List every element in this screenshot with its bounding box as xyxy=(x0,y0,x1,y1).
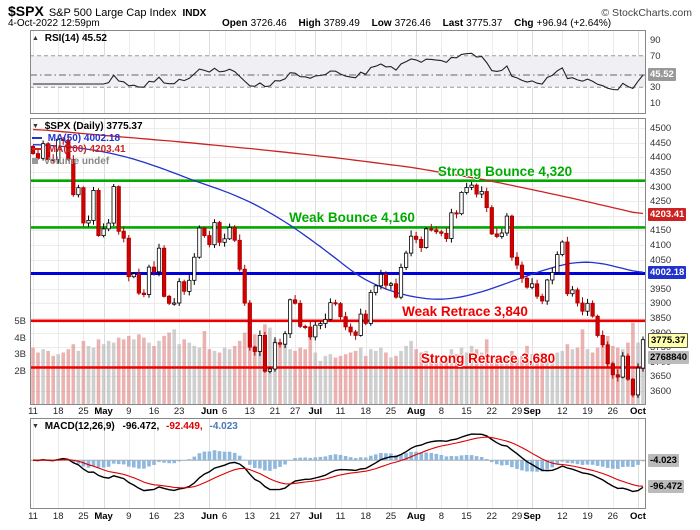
ma200-legend-label: MA(200) 4203.41 xyxy=(47,144,126,155)
macd-signal-value: -92.449, xyxy=(166,421,203,432)
volume-series xyxy=(31,322,645,404)
rsi-legend-label: RSI(14) 45.52 xyxy=(44,33,107,44)
collapse-macd-icon[interactable]: ▼ xyxy=(32,423,39,430)
chg-value: +96.94 (+2.64%) xyxy=(536,18,612,29)
macd-hist-value: -4.023 xyxy=(209,421,238,432)
rsi-indicator xyxy=(30,52,646,91)
panel-borders xyxy=(30,30,646,509)
ma50-legend-swatch xyxy=(32,136,42,139)
ma200-legend-swatch xyxy=(32,148,42,151)
last-label: Last xyxy=(442,18,464,29)
ma200-line xyxy=(32,128,644,215)
open-value: 3726.46 xyxy=(250,18,287,29)
last-value: 3775.37 xyxy=(466,18,503,29)
grid xyxy=(30,30,646,508)
exchange: INDX xyxy=(182,8,207,19)
high-value: 3789.49 xyxy=(323,18,360,29)
symbol-legend-label: $SPX (Daily) 3775.37 xyxy=(44,121,143,132)
symbol-name: S&P 500 Large Cap Index xyxy=(48,7,177,19)
support-resistance-lines xyxy=(30,179,646,369)
stockcharts-credit: © StockCharts.com xyxy=(601,7,692,19)
ohlc-quote: Open 3726.46 High 3789.49 Low 3726.46 Last 3… xyxy=(222,18,611,29)
macd-line-value: -96.472, xyxy=(122,421,160,432)
symbol: $SPX xyxy=(8,3,44,19)
macd-legend: ▼ MACD(12,26,9) -96.472, -92.449, -4.023 xyxy=(32,421,238,432)
rsi-band xyxy=(30,55,646,88)
candlestick-series xyxy=(30,134,646,398)
high-label: High xyxy=(298,18,321,29)
chg-label: Chg xyxy=(514,18,534,29)
low-value: 3726.46 xyxy=(394,18,431,29)
chart-header: $SPX S&P 500 Large Cap Index INDX © Stoc… xyxy=(8,3,692,19)
main-legend: ▼ $SPX (Daily) 3775.37 MA(50) 4002.18 MA… xyxy=(32,121,143,167)
macd-line xyxy=(32,433,644,493)
rsi-line xyxy=(33,52,644,91)
datetime: 4-Oct-2022 12:59pm xyxy=(8,18,100,29)
macd-indicator xyxy=(30,433,646,493)
collapse-rsi-icon[interactable]: ▲ xyxy=(32,35,39,42)
open-label: Open xyxy=(222,18,248,29)
ma50-legend-label: MA(50) 4002.18 xyxy=(47,132,121,144)
low-label: Low xyxy=(371,18,392,29)
volume-legend-swatch xyxy=(32,157,38,164)
quote-row: 4-Oct-2022 12:59pm Open 3726.46 High 3789.… xyxy=(8,18,692,29)
collapse-main-icon[interactable]: ▼ xyxy=(32,123,39,130)
macd-signal-line xyxy=(32,436,644,489)
volume-legend-label: Volume undef xyxy=(43,155,110,167)
rsi-legend: ▲ RSI(14) 45.52 xyxy=(32,33,107,44)
ma50-line xyxy=(32,143,644,300)
macd-legend-title: MACD(12,26,9) xyxy=(44,421,115,432)
